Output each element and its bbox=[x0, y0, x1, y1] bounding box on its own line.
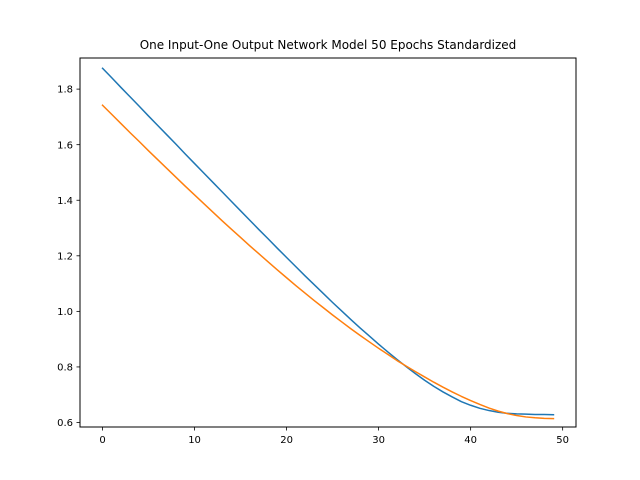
y-tick-label: 0.8 bbox=[57, 363, 73, 374]
y-tick-label: 1.0 bbox=[57, 307, 73, 318]
y-tick-label: 0.6 bbox=[57, 418, 73, 429]
x-tick-label: 20 bbox=[280, 435, 293, 446]
plot-frame bbox=[79, 57, 577, 428]
series-line-2 bbox=[101, 104, 555, 420]
x-tick-label: 0 bbox=[99, 435, 105, 446]
y-tick-label: 1.6 bbox=[57, 140, 73, 151]
plot-area bbox=[101, 67, 555, 420]
x-tick-label: 40 bbox=[464, 435, 477, 446]
y-tick-label: 1.2 bbox=[57, 251, 73, 262]
x-tick-label: 10 bbox=[188, 435, 201, 446]
y-tick-label: 1.4 bbox=[57, 196, 73, 207]
x-tick-label: 30 bbox=[372, 435, 385, 446]
y-axis: 0.6 0.8 1.0 1.2 1.4 1.6 1.8 bbox=[57, 85, 80, 429]
x-axis: 0 10 20 30 40 50 bbox=[99, 427, 569, 446]
series-line-1 bbox=[101, 67, 555, 416]
x-tick-label: 50 bbox=[556, 435, 569, 446]
y-tick-label: 1.8 bbox=[57, 85, 73, 96]
chart-title: One Input-One Output Network Model 50 Ep… bbox=[140, 38, 517, 52]
